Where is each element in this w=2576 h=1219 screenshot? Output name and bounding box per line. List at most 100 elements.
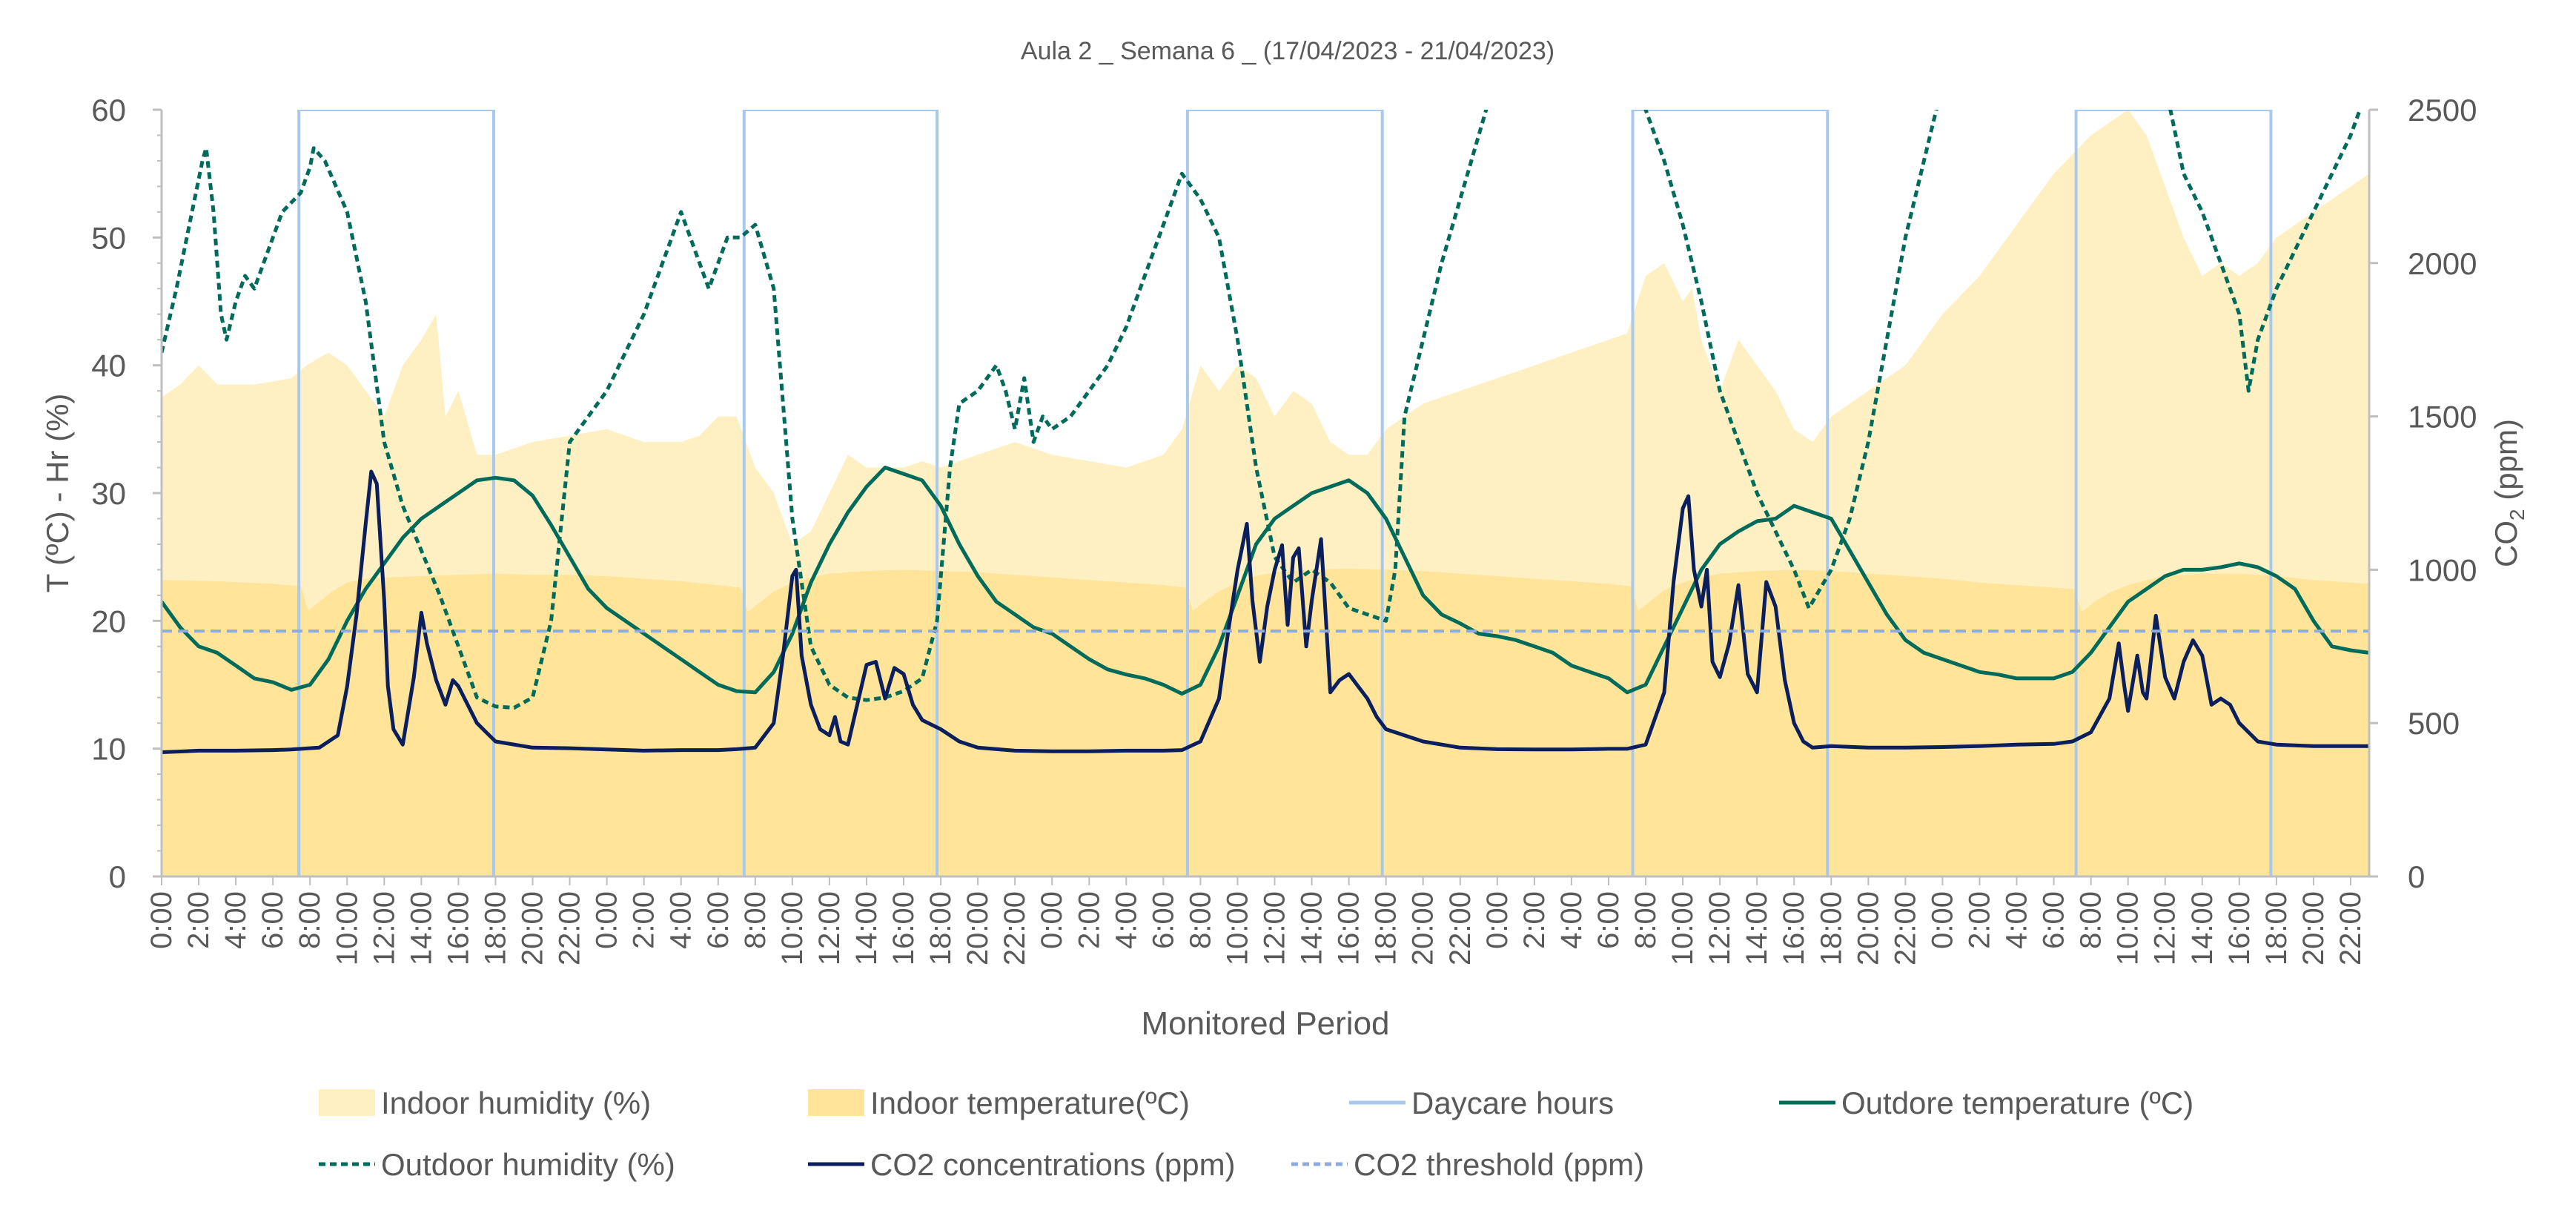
x-tick-label: 4:00 [665, 891, 698, 949]
y-right-tick-label: 500 [2408, 706, 2460, 741]
x-tick-label: 18:00 [924, 891, 957, 965]
daycare-hours-layer [297, 110, 2273, 876]
x-tick-label: 22:00 [999, 891, 1031, 965]
x-tick-label: 12:00 [813, 891, 846, 965]
x-tick-label: 8:00 [294, 891, 326, 949]
x-tick-label: 0:00 [145, 891, 178, 949]
x-tick-label: 14:00 [405, 891, 437, 965]
x-tick-label: 18:00 [2260, 891, 2293, 965]
x-tick-label: 16:00 [2223, 891, 2256, 965]
x-tick-label: 8:00 [739, 891, 772, 949]
x-tick-label: 4:00 [219, 891, 252, 949]
x-tick-label: 2:00 [628, 891, 660, 949]
daycare-hours-block-2 [1185, 110, 1384, 876]
y-left-tick-label: 30 [91, 476, 126, 511]
y-axis-right-label-main: CO [2489, 521, 2523, 567]
x-tick-label: 6:00 [1147, 891, 1179, 949]
legend-label-3: Outdore temperature (ºC) [1841, 1086, 2193, 1120]
x-tick-label: 22:00 [554, 891, 586, 965]
y-axis-right-label: CO2 (ppm) [2489, 419, 2529, 567]
y-left-tick-label: 10 [91, 732, 126, 767]
chart-title: Aula 2 _ Semana 6 _ (17/04/2023 - 21/04/… [1021, 37, 1554, 65]
y-right-tick-label: 2000 [2408, 246, 2477, 281]
legend-label-2: Daycare hours [1411, 1086, 1614, 1120]
y-left-tick-label: 40 [91, 348, 126, 383]
x-tick-label: 6:00 [256, 891, 289, 949]
x-tick-label: 10:00 [1666, 891, 1699, 965]
x-tick-label: 10:00 [2112, 891, 2145, 965]
x-tick-label: 2:00 [182, 891, 215, 949]
legend-label-0: Indoor humidity (%) [381, 1086, 651, 1120]
legend-swatch-0 [319, 1089, 375, 1116]
y-axis-right-label-unit: (ppm) [2489, 419, 2523, 509]
series-line-2 [162, 466, 2369, 696]
x-tick-label: 22:00 [1889, 891, 1921, 965]
daycare-hours-block-4 [2074, 110, 2273, 876]
x-tick-label: 12:00 [1259, 891, 1291, 965]
legend: Indoor humidity (%) Indoor temperature(ºC… [319, 1086, 2193, 1182]
y-right-tick-label: 1000 [2408, 552, 2477, 587]
x-tick-label: 16:00 [442, 891, 474, 965]
y-left-tick-label: 50 [91, 220, 126, 255]
x-tick-label: 20:00 [961, 891, 994, 965]
y-right-tick-label: 2500 [2408, 93, 2477, 128]
y-left-tick-label: 20 [91, 604, 126, 638]
x-tick-label: 2:00 [1073, 891, 1105, 949]
x-tick-label: 12:00 [1703, 891, 1736, 965]
x-tick-label: 14:00 [850, 891, 883, 965]
y-axis-left-label: T (ºC) - Hr (%) [40, 394, 75, 593]
x-tick-label: 12:00 [2149, 891, 2182, 965]
x-tick-label: 18:00 [1370, 891, 1403, 965]
legend-label-5: CO2 concentrations (ppm) [870, 1147, 1236, 1182]
daycare-hours-block-1 [742, 110, 939, 876]
x-tick-label: 8:00 [2075, 891, 2108, 949]
legend-label-1: Indoor temperature(ºC) [870, 1086, 1190, 1120]
daycare-hours-block-0 [297, 110, 495, 876]
series-area-1 [162, 568, 2369, 876]
y-axis-right-label-sub: 2 [2506, 509, 2529, 521]
x-tick-label: 18:00 [1815, 891, 1847, 965]
x-tick-label: 16:00 [1778, 891, 1810, 965]
x-tick-label: 20:00 [517, 891, 549, 965]
series-line-4 [162, 469, 2369, 754]
x-tick-label: 16:00 [887, 891, 920, 965]
x-tick-label: 6:00 [1592, 891, 1625, 949]
x-tick-label: 0:00 [1481, 891, 1514, 949]
x-tick-label: 6:00 [2038, 891, 2070, 949]
legend-label-6: CO2 threshold (ppm) [1354, 1147, 1644, 1182]
x-tick-label: 2:00 [1964, 891, 1996, 949]
x-tick-label: 4:00 [1555, 891, 1588, 949]
x-tick-label: 6:00 [702, 891, 735, 949]
x-tick-label: 0:00 [1926, 891, 1959, 949]
x-tick-label: 10:00 [331, 891, 363, 965]
area-layer [162, 110, 2369, 876]
legend-label-4: Outdoor humidity (%) [381, 1147, 675, 1182]
x-tick-label: 4:00 [1110, 891, 1142, 949]
legend-swatch-1 [808, 1089, 864, 1116]
x-tick-label: 14:00 [1741, 891, 1773, 965]
x-tick-label: 4:00 [2001, 891, 2033, 949]
x-tick-label: 20:00 [2297, 891, 2330, 965]
x-tick-label: 16:00 [1333, 891, 1365, 965]
x-tick-label: 12:00 [368, 891, 400, 965]
x-tick-label: 18:00 [480, 891, 512, 965]
daycare-hours-block-3 [1631, 110, 1830, 876]
x-tick-label: 8:00 [1629, 891, 1662, 949]
y-left-tick-label: 60 [91, 93, 126, 128]
x-tick-label: 0:00 [1036, 891, 1068, 949]
x-tick-label: 2:00 [1518, 891, 1551, 949]
y-right-tick-label: 0 [2408, 859, 2425, 894]
x-tick-label: 14:00 [1296, 891, 1328, 965]
y-right-tick-label: 1500 [2408, 400, 2477, 435]
x-tick-label: 22:00 [1444, 891, 1477, 965]
x-tick-label: 0:00 [591, 891, 623, 949]
y-left-tick-label: 0 [109, 859, 126, 894]
x-tick-label: 20:00 [1852, 891, 1884, 965]
x-tick-label: 10:00 [1222, 891, 1254, 965]
line-layer [162, 110, 2369, 754]
x-tick-label: 22:00 [2334, 891, 2367, 965]
x-tick-label: 20:00 [1407, 891, 1440, 965]
x-axis-label: Monitored Period [1141, 1005, 1389, 1042]
